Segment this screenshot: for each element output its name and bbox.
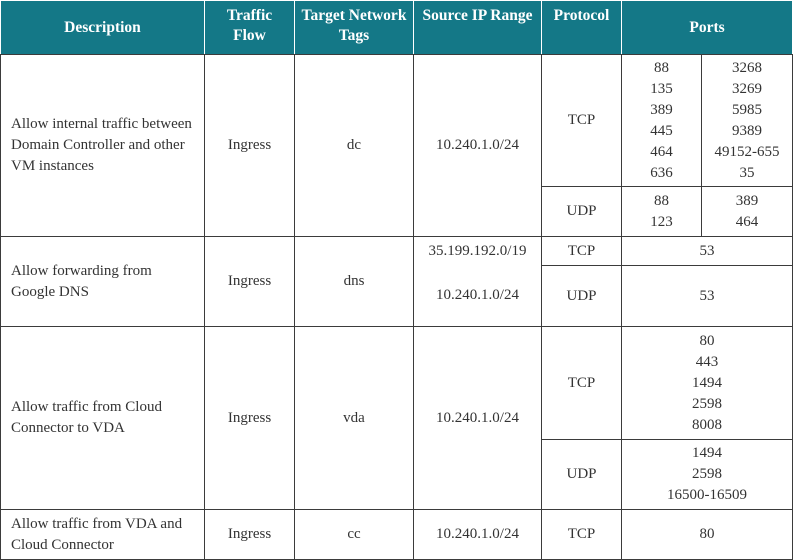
ports-list: 3268 3269 5985 9389 49152-655 35 — [706, 58, 788, 184]
port-value: 389 — [735, 192, 759, 209]
rule-source-ip: 10.240.1.0/24 — [413, 326, 542, 510]
header-target-network-tags: Target Network Tags — [294, 0, 414, 55]
header-ports: Ports — [620, 0, 793, 55]
port-value: 389 — [650, 101, 673, 118]
rule-source-ip: 10.240.1.0/24 — [413, 54, 542, 237]
rule-traffic-flow: Ingress — [204, 509, 295, 560]
port-value: 49152-655 — [714, 143, 780, 160]
table-row: Allow traffic from Cloud Connector to VD… — [0, 326, 793, 510]
port-value: 464 — [735, 213, 759, 230]
rule-target-tag: dc — [294, 54, 414, 237]
rule-description: Allow traffic from Cloud Connector to VD… — [0, 326, 205, 510]
port-value: 88 — [654, 192, 669, 209]
table-row: UDP 88 123 389 464 — [1, 186, 793, 237]
header-description: Description — [0, 0, 205, 55]
port-value: 3269 — [732, 80, 762, 97]
ports-cell: 88 135 389 445 464 636 — [621, 54, 702, 187]
ports-list: 88 135 389 445 464 636 — [626, 58, 697, 184]
table-row: UDP 1494 2598 16500-16509 — [1, 439, 793, 510]
header-source-ip-range: Source IP Range — [413, 0, 542, 55]
port-value: 80 — [699, 332, 715, 349]
port-value: 443 — [695, 353, 719, 370]
ports-cell: 389 464 — [700, 186, 793, 237]
port-value: 2598 — [692, 395, 722, 412]
port-value: 123 — [650, 213, 673, 230]
ports-cell: 88 123 — [621, 186, 702, 237]
rule-protocol: UDP — [541, 186, 622, 237]
table-row: Allow forwarding from Google DNS Ingress… — [0, 236, 793, 327]
ports-cell: 53 — [620, 236, 793, 266]
port-value: 636 — [650, 164, 673, 181]
port-value: 445 — [650, 122, 673, 139]
rule-source-ip: 10.240.1.0/24 — [413, 509, 542, 560]
header-protocol: Protocol — [541, 0, 622, 55]
rule-protocol: UDP — [541, 265, 622, 327]
rule-description: Allow forwarding from Google DNS — [0, 236, 205, 327]
rule-protocol: TCP — [541, 326, 622, 440]
rule-protocol: UDP — [541, 439, 622, 510]
rule-protocol: TCP — [541, 54, 622, 187]
port-value: 3268 — [732, 59, 762, 76]
port-value: 8008 — [692, 416, 722, 433]
ports-list: 80 443 1494 2598 8008 — [626, 331, 788, 436]
ports-cell: 1494 2598 16500-16509 — [620, 439, 793, 510]
ports-cell: 53 — [620, 265, 793, 327]
rule-traffic-flow: Ingress — [204, 236, 295, 327]
rule-source-ip: 10.240.1.0/24 — [413, 265, 542, 327]
rule-description: Allow traffic from VDA and Cloud Connect… — [0, 509, 205, 560]
port-value: 35 — [739, 164, 755, 181]
ports-cell: 80 — [620, 509, 793, 560]
port-value: 1494 — [692, 445, 722, 461]
rule-protocol: TCP — [541, 236, 622, 266]
rule-target-tag: dns — [294, 236, 414, 327]
port-value: 2598 — [692, 466, 722, 482]
table-row: Allow internal traffic between Domain Co… — [0, 54, 793, 237]
port-value: 9389 — [732, 122, 762, 139]
rule-target-tag: cc — [294, 509, 414, 560]
ports-cell: 80 443 1494 2598 8008 — [620, 326, 793, 440]
port-value: 1494 — [692, 374, 722, 391]
table-row: 10.240.1.0/24 UDP 53 — [1, 265, 793, 327]
port-value: 464 — [650, 143, 673, 160]
ports-list: 1494 2598 16500-16509 — [626, 443, 788, 506]
rule-source-ip: 35.199.192.0/19 — [413, 236, 542, 266]
port-value: 135 — [650, 80, 673, 97]
port-value: 88 — [654, 59, 669, 76]
ports-list: 389 464 — [706, 191, 788, 233]
ports-list: 88 123 — [626, 191, 697, 233]
rule-traffic-flow: Ingress — [204, 54, 295, 237]
rule-protocol: TCP — [541, 509, 622, 560]
port-value: 5985 — [732, 101, 762, 118]
ports-cell: 3268 3269 5985 9389 49152-655 35 — [700, 54, 793, 187]
port-value: 16500-16509 — [667, 487, 747, 503]
rule-target-tag: vda — [294, 326, 414, 510]
header-row: Description Traffic Flow Target Network … — [0, 0, 793, 55]
header-traffic-flow: Traffic Flow — [204, 0, 295, 55]
rule-description: Allow internal traffic between Domain Co… — [0, 54, 205, 237]
rule-traffic-flow: Ingress — [204, 326, 295, 510]
table-row: Allow traffic from VDA and Cloud Connect… — [0, 509, 793, 560]
